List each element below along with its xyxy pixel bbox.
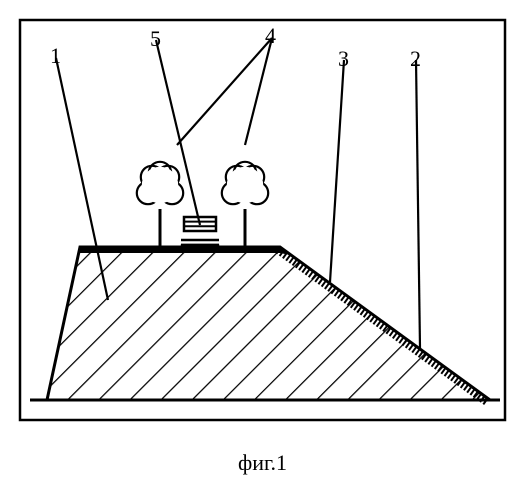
label-1: 1 (50, 45, 61, 67)
label-3: 3 (338, 48, 349, 70)
figure-1: 1 5 4 3 2 фиг.1 (0, 0, 525, 500)
figure-caption: фиг.1 (0, 450, 525, 476)
label-5: 5 (150, 28, 161, 50)
label-2: 2 (410, 48, 421, 70)
label-4: 4 (265, 25, 276, 47)
embankment-diagram (0, 0, 525, 500)
